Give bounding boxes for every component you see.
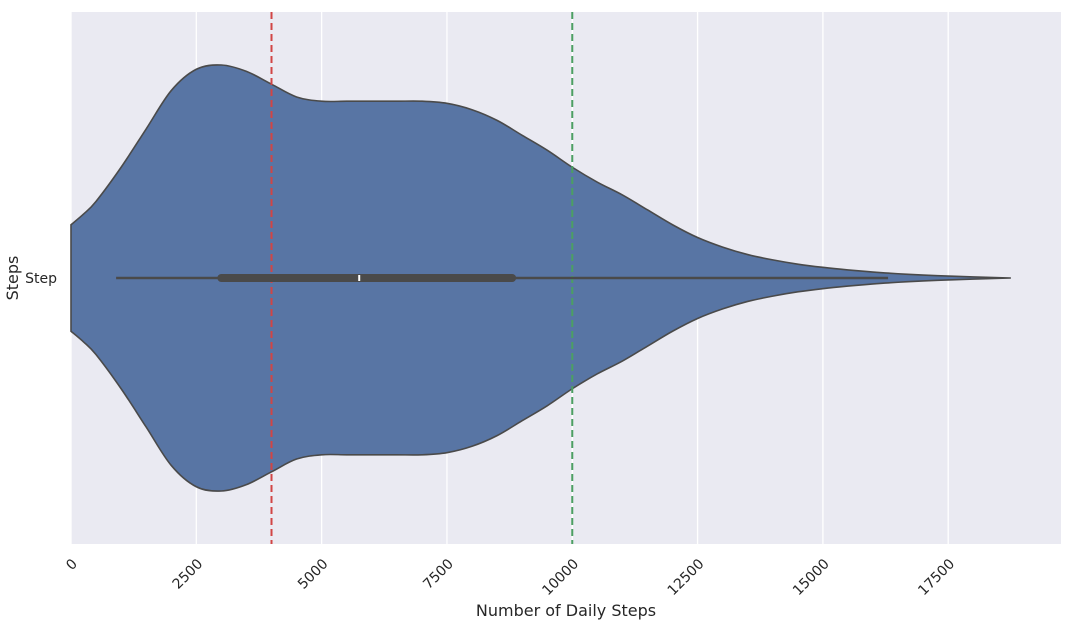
y-category-label: Step — [25, 271, 57, 287]
x-tick-label: 5000 — [295, 556, 332, 593]
x-tick-labels: 0 2500 5000 7500 10000 12500 15000 17500 — [63, 556, 958, 599]
x-tick-label: 0 — [63, 556, 81, 574]
x-tick-label: 17500 — [915, 556, 958, 599]
x-tick-label: 2500 — [170, 556, 207, 593]
y-axis-title: Steps — [3, 256, 22, 301]
x-tick-label: 15000 — [790, 556, 833, 599]
box-plot — [116, 274, 889, 282]
x-tick-label: 10000 — [539, 556, 582, 599]
x-tick-label: 7500 — [420, 556, 457, 593]
x-tick-label: 12500 — [665, 556, 708, 599]
x-axis-title: Number of Daily Steps — [476, 601, 656, 620]
